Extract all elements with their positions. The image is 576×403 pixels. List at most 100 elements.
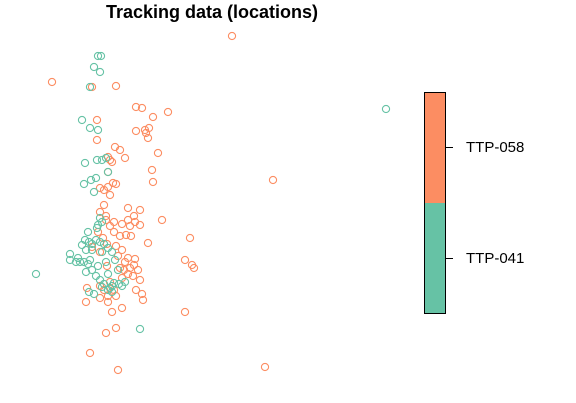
point-ttp-041-36 [101, 257, 111, 267]
point-ttp-058-91 [101, 328, 111, 338]
point-ttp-058-24 [268, 175, 278, 185]
point-ttp-041-7 [93, 125, 103, 135]
point-ttp-058-69 [133, 265, 143, 275]
point-ttp-058-1 [47, 77, 57, 87]
point-ttp-058-71 [128, 271, 138, 281]
point-ttp-058-21 [107, 157, 117, 167]
point-ttp-041-29 [87, 245, 97, 255]
point-ttp-041-26 [95, 237, 105, 247]
point-ttp-058-79 [82, 283, 92, 293]
point-ttp-041-43 [65, 255, 75, 265]
point-ttp-058-8 [92, 115, 102, 125]
point-ttp-058-87 [107, 307, 117, 317]
point-ttp-058-20 [105, 155, 115, 165]
point-ttp-058-44 [135, 220, 145, 230]
point-ttp-058-35 [135, 205, 145, 215]
point-ttp-041-4 [85, 82, 95, 92]
point-ttp-041-65 [117, 281, 127, 291]
point-ttp-058-5 [137, 103, 147, 113]
point-ttp-058-33 [95, 207, 105, 217]
point-ttp-041-61 [89, 289, 99, 299]
point-ttp-041-37 [75, 257, 85, 267]
point-ttp-041-20 [92, 223, 102, 233]
point-ttp-041-11 [101, 153, 111, 163]
point-ttp-058-64 [102, 261, 112, 271]
point-ttp-041-63 [381, 104, 391, 114]
point-ttp-058-85 [81, 297, 91, 307]
point-ttp-058-47 [115, 231, 125, 241]
point-ttp-041-3 [95, 67, 105, 77]
point-ttp-058-56 [111, 241, 121, 251]
point-ttp-058-77 [105, 277, 115, 287]
legend-label-ttp-058: TTP-058 [466, 139, 525, 156]
point-ttp-058-34 [99, 200, 109, 210]
point-ttp-058-90 [111, 323, 121, 333]
point-ttp-041-2 [89, 62, 99, 72]
point-ttp-058-13 [143, 133, 153, 143]
point-ttp-041-50 [91, 271, 101, 281]
point-ttp-041-13 [86, 175, 96, 185]
point-ttp-041-10 [97, 155, 107, 165]
point-ttp-041-21 [83, 227, 93, 237]
color-legend-bar [424, 92, 446, 314]
point-ttp-041-33 [97, 247, 107, 257]
point-ttp-041-16 [89, 187, 99, 197]
point-ttp-058-46 [109, 227, 119, 237]
point-ttp-041-25 [91, 235, 101, 245]
point-ttp-041-44 [93, 261, 103, 271]
legend-swatch-ttp-058 [425, 93, 445, 203]
point-ttp-058-16 [115, 145, 125, 155]
point-ttp-058-54 [143, 238, 153, 248]
point-ttp-041-38 [79, 257, 89, 267]
point-ttp-058-63 [120, 257, 130, 267]
point-ttp-058-4 [131, 102, 141, 112]
point-ttp-041-57 [109, 278, 119, 288]
point-ttp-058-39 [109, 217, 119, 227]
point-ttp-058-19 [120, 153, 130, 163]
point-ttp-041-8 [80, 158, 90, 168]
point-ttp-041-41 [73, 253, 83, 263]
point-ttp-041-59 [107, 287, 117, 297]
point-ttp-041-62 [135, 324, 145, 334]
point-ttp-041-47 [87, 265, 97, 275]
point-ttp-058-28 [95, 183, 105, 193]
point-ttp-058-40 [117, 219, 127, 229]
point-ttp-058-50 [157, 215, 167, 225]
point-ttp-058-38 [101, 215, 111, 225]
point-ttp-041-49 [103, 269, 113, 279]
point-ttp-058-83 [137, 289, 147, 299]
point-ttp-058-88 [138, 295, 148, 305]
point-ttp-058-7 [148, 112, 158, 122]
point-ttp-058-12 [141, 128, 151, 138]
point-ttp-058-74 [180, 255, 190, 265]
point-ttp-058-6 [163, 107, 173, 117]
chart-title: Tracking data (locations) [105, 2, 319, 22]
point-ttp-041-34 [107, 247, 117, 257]
point-ttp-058-2 [111, 81, 121, 91]
point-ttp-041-1 [96, 51, 106, 61]
point-ttp-041-6 [85, 123, 95, 133]
point-ttp-058-76 [189, 263, 199, 273]
point-ttp-058-11 [131, 126, 141, 136]
point-ttp-058-30 [103, 182, 113, 192]
point-ttp-041-0 [93, 51, 103, 61]
point-ttp-041-12 [103, 167, 113, 177]
legend-tick-ttp-041 [446, 258, 453, 259]
point-ttp-041-46 [31, 269, 41, 279]
point-ttp-041-48 [81, 267, 91, 277]
point-ttp-058-57 [117, 245, 127, 255]
point-ttp-058-37 [129, 211, 139, 221]
legend-label-ttp-041: TTP-041 [466, 250, 525, 267]
point-ttp-041-42 [71, 257, 81, 267]
point-ttp-058-0 [227, 31, 237, 41]
point-ttp-041-15 [79, 179, 89, 189]
point-ttp-058-26 [111, 179, 121, 189]
point-ttp-041-40 [85, 255, 95, 265]
point-ttp-041-60 [84, 287, 94, 297]
point-ttp-058-27 [148, 177, 158, 187]
point-ttp-041-32 [65, 249, 75, 259]
point-ttp-058-62 [130, 254, 140, 264]
point-ttp-058-48 [121, 230, 131, 240]
point-ttp-041-9 [92, 155, 102, 165]
